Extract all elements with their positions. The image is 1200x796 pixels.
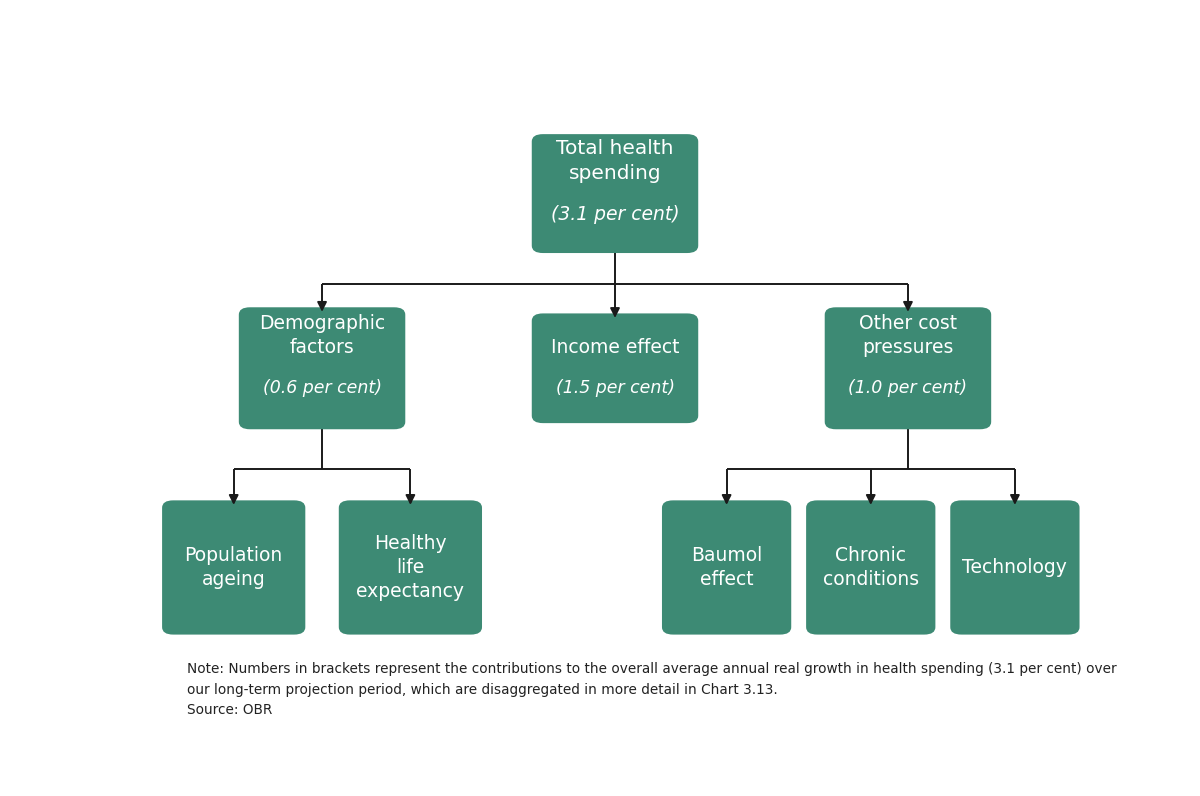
Text: Income effect: Income effect xyxy=(551,338,679,357)
FancyBboxPatch shape xyxy=(162,501,305,634)
Text: (1.0 per cent): (1.0 per cent) xyxy=(848,380,967,397)
Text: (3.1 per cent): (3.1 per cent) xyxy=(551,205,679,224)
Text: Note: Numbers in brackets represent the contributions to the overall average ann: Note: Numbers in brackets represent the … xyxy=(187,662,1117,716)
Text: Chronic
conditions: Chronic conditions xyxy=(823,546,919,589)
FancyBboxPatch shape xyxy=(824,307,991,429)
Text: Total health
spending: Total health spending xyxy=(557,139,673,182)
Text: Other cost
pressures: Other cost pressures xyxy=(859,314,958,357)
Text: Healthy
life
expectancy: Healthy life expectancy xyxy=(356,534,464,601)
Text: Population
ageing: Population ageing xyxy=(185,546,283,589)
FancyBboxPatch shape xyxy=(950,501,1080,634)
FancyBboxPatch shape xyxy=(532,314,698,423)
FancyBboxPatch shape xyxy=(239,307,406,429)
FancyBboxPatch shape xyxy=(532,135,698,253)
FancyBboxPatch shape xyxy=(806,501,935,634)
FancyBboxPatch shape xyxy=(662,501,791,634)
FancyBboxPatch shape xyxy=(338,501,482,634)
Text: Technology: Technology xyxy=(962,558,1067,577)
Text: (0.6 per cent): (0.6 per cent) xyxy=(263,380,382,397)
Text: Baumol
effect: Baumol effect xyxy=(691,546,762,589)
Text: Demographic
factors: Demographic factors xyxy=(259,314,385,357)
Text: (1.5 per cent): (1.5 per cent) xyxy=(556,380,674,397)
